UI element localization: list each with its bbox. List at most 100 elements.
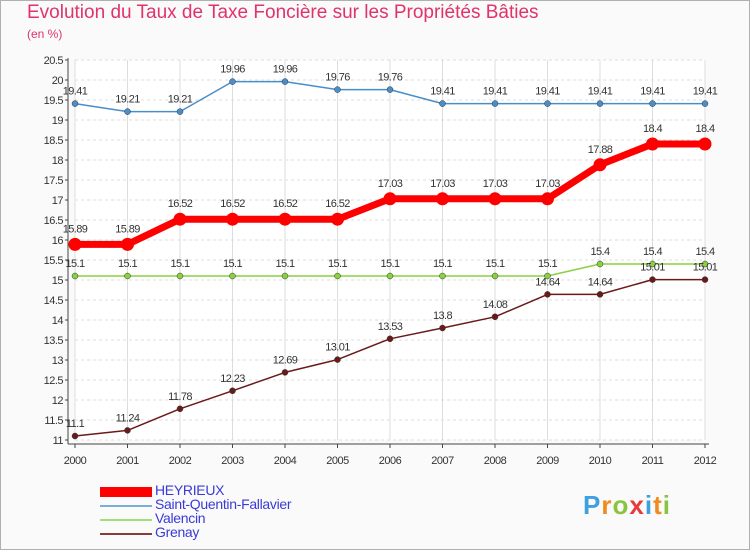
data-label-heyrieux: 17.88 xyxy=(588,144,613,156)
chart-title: Evolution du Taux de Taxe Foncière sur l… xyxy=(27,2,539,23)
data-label-heyrieux: 16.52 xyxy=(220,198,245,210)
data-point-heyrieux xyxy=(173,212,187,226)
proxiti-logo: Proxiti xyxy=(583,490,671,521)
data-label-saint-quentin-fallavier: 19.41 xyxy=(535,86,560,98)
x-tick-label: 2006 xyxy=(379,455,402,467)
data-label-saint-quentin-fallavier: 19.41 xyxy=(640,86,665,98)
data-point-valencin xyxy=(124,272,131,280)
data-label-valencin: 15.1 xyxy=(433,258,452,270)
data-label-heyrieux: 18.4 xyxy=(695,123,714,135)
data-point-saint-quentin-fallavier xyxy=(701,100,709,107)
data-point-saint-quentin-fallavier xyxy=(229,78,236,85)
data-point-valencin xyxy=(386,272,394,280)
y-tick-label: 17 xyxy=(52,195,64,207)
data-point-heyrieux xyxy=(121,237,134,251)
data-point-valencin xyxy=(334,272,341,280)
data-label-grenay: 13.8 xyxy=(433,310,452,322)
data-point-grenay xyxy=(229,387,236,395)
data-label-grenay: 14.64 xyxy=(535,276,560,288)
y-tick-label: 15.5 xyxy=(44,255,64,267)
y-tick-label: 18.5 xyxy=(44,135,64,147)
data-point-valencin xyxy=(229,272,236,280)
y-tick-label: 19.5 xyxy=(44,95,64,107)
data-label-valencin: 15.1 xyxy=(275,258,294,270)
data-label-heyrieux: 17.03 xyxy=(378,178,403,190)
logo-letter: i xyxy=(662,490,671,520)
data-point-grenay xyxy=(544,291,551,298)
data-label-grenay: 12.69 xyxy=(273,354,298,366)
data-point-saint-quentin-fallavier xyxy=(124,108,131,115)
data-label-grenay: 12.23 xyxy=(220,373,245,385)
data-point-saint-quentin-fallavier xyxy=(596,100,604,107)
x-tick-label: 2012 xyxy=(694,455,717,467)
legend-label-saint-quentin-fallavier: Saint-Quentin-Fallavier xyxy=(155,496,292,512)
data-label-valencin: 15.4 xyxy=(643,246,662,258)
legend-label-valencin: Valencin xyxy=(155,510,206,526)
data-label-valencin: 15.4 xyxy=(695,246,714,258)
data-label-valencin: 15.1 xyxy=(485,258,504,270)
data-label-saint-quentin-fallavier: 19.96 xyxy=(273,64,298,76)
y-tick-label: 13.5 xyxy=(44,335,64,347)
x-tick-label: 2001 xyxy=(116,455,139,467)
data-label-grenay: 15.01 xyxy=(693,262,718,274)
data-point-valencin xyxy=(71,272,79,280)
x-tick-label: 2011 xyxy=(642,455,664,467)
data-label-heyrieux: 18.4 xyxy=(643,123,662,135)
y-tick-label: 12.5 xyxy=(44,375,64,387)
data-point-saint-quentin-fallavier xyxy=(334,86,341,93)
logo-letter: t xyxy=(653,490,663,520)
data-point-heyrieux xyxy=(541,192,554,206)
legend-swatch-saint-quentin-fallavier xyxy=(100,505,152,507)
data-point-heyrieux xyxy=(593,158,607,172)
data-point-heyrieux xyxy=(383,192,397,206)
data-point-saint-quentin-fallavier xyxy=(439,100,446,107)
data-label-valencin: 15.1 xyxy=(538,258,557,270)
y-tick-label: 11 xyxy=(53,435,64,447)
data-label-grenay: 13.53 xyxy=(378,321,403,333)
data-label-grenay: 11.1 xyxy=(66,418,85,430)
data-label-saint-quentin-fallavier: 19.41 xyxy=(430,86,455,98)
data-point-heyrieux xyxy=(436,192,449,206)
logo-letter: P xyxy=(583,490,602,520)
data-label-grenay: 13.01 xyxy=(325,342,350,354)
x-tick-label: 2007 xyxy=(431,455,454,467)
data-point-grenay xyxy=(124,427,131,434)
data-label-heyrieux: 16.52 xyxy=(168,198,193,210)
data-point-grenay xyxy=(649,276,656,283)
x-tick-label: 2005 xyxy=(326,455,349,467)
data-point-valencin xyxy=(439,272,446,280)
data-label-grenay: 14.64 xyxy=(588,276,613,288)
data-point-heyrieux xyxy=(331,212,344,226)
data-point-valencin xyxy=(649,260,656,268)
legend-label-grenay: Grenay xyxy=(155,524,200,540)
data-point-valencin xyxy=(596,260,604,268)
data-label-saint-quentin-fallavier: 19.41 xyxy=(483,86,508,98)
y-axis-unit: (en %) xyxy=(27,27,63,41)
logo-letter: i xyxy=(644,490,654,520)
data-point-valencin xyxy=(544,272,551,280)
data-label-valencin: 15.1 xyxy=(170,258,189,270)
x-tick-label: 2003 xyxy=(221,455,244,467)
data-label-valencin: 15.1 xyxy=(380,258,399,270)
y-tick-label: 17.5 xyxy=(44,175,64,187)
y-tick-label: 12 xyxy=(52,395,64,407)
logo-letter: x xyxy=(629,490,645,520)
y-tick-label: 11.5 xyxy=(44,415,63,427)
y-tick-label: 20.5 xyxy=(44,55,64,67)
data-point-heyrieux xyxy=(68,237,82,251)
data-point-saint-quentin-fallavier xyxy=(544,100,551,107)
data-label-heyrieux: 17.03 xyxy=(430,178,455,190)
data-point-grenay xyxy=(701,276,709,283)
data-point-saint-quentin-fallavier xyxy=(176,108,184,115)
data-point-saint-quentin-fallavier xyxy=(649,100,656,107)
data-label-valencin: 15.1 xyxy=(65,258,84,270)
data-point-valencin xyxy=(176,272,184,280)
data-point-saint-quentin-fallavier xyxy=(281,78,289,85)
data-point-grenay xyxy=(71,432,79,440)
logo-letter: o xyxy=(612,490,630,520)
data-label-saint-quentin-fallavier: 19.76 xyxy=(325,72,350,84)
legend-label-heyrieux: HEYRIEUX xyxy=(155,482,225,498)
data-label-valencin: 15.4 xyxy=(590,246,609,258)
data-label-saint-quentin-fallavier: 19.76 xyxy=(378,72,403,84)
